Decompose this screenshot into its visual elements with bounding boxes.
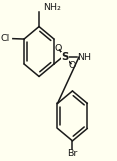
Text: NH₂: NH₂ [43,3,61,12]
Text: O: O [55,44,62,53]
Text: O: O [68,61,76,70]
Text: NH: NH [77,53,91,62]
Text: Br: Br [67,149,78,158]
Text: S: S [62,52,69,62]
Text: Cl: Cl [1,34,10,43]
